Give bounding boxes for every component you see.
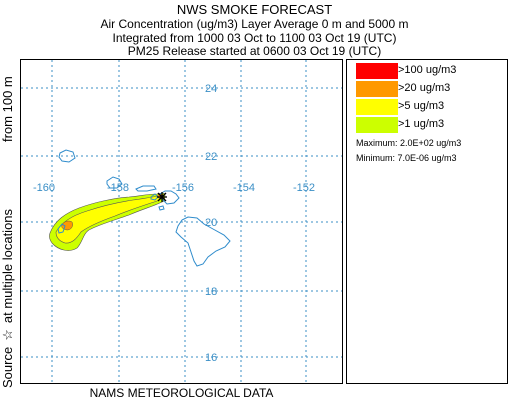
coast-oahu [106,176,123,189]
integration-period: Integrated from 1000 03 Oct to 1100 03 O… [112,31,397,45]
lat-label-18: 18 [205,286,217,298]
lat-label-20: 20 [205,217,217,229]
release-height-label: from 100 m [0,76,15,142]
legend-panel: >100 ug/m3 >20 ug/m3 >5 ug/m3 >1 ug/m3 M… [346,59,508,384]
map-panel: -160 -158 -156 -154 -152 24 22 20 18 16 [20,59,343,384]
legend-swatch-gt20 [356,81,398,97]
map-title: NWS SMOKE FORECAST [176,2,333,17]
coast-lanai [150,193,159,201]
source-label: Source [0,346,15,388]
lon-label-160: -160 [33,182,55,194]
meteorological-data-label: NAMS METEOROLOGICAL DATA [89,386,274,400]
lat-label-22: 22 [205,151,217,163]
coast-kahoolawe [158,205,165,211]
release-info: PM25 Release started at 0600 03 Oct 19 (… [127,44,382,58]
concentration-subtitle: Air Concentration (ug/m3) Layer Average … [100,17,409,31]
legend-swatch-gt100 [356,63,398,79]
minimum-value: Minimum: 7.0E-06 ug/m3 [356,153,457,163]
legend-label-gt5: >5 ug/m3 [398,100,445,112]
lon-label-156: -156 [172,182,194,194]
lon-label-158: -158 [107,182,129,194]
coast-kauai [58,149,76,163]
coast-big-island [175,216,231,267]
plume-contour-gt5 [55,195,162,244]
coast-molokai [135,185,157,192]
lat-lon-grid [21,60,342,383]
lon-label-152: -152 [293,182,315,194]
legend-swatch-gt1 [356,117,398,133]
star-icon: ☆ [0,329,15,341]
smoke-map: -160 -158 -156 -154 -152 24 22 20 18 16 [21,60,342,383]
lon-label-154: -154 [233,182,255,194]
legend-swatch-gt5 [356,99,398,115]
multiple-locations-label: at multiple locations [0,208,15,324]
lat-label-24: 24 [205,83,217,95]
island-coastlines [57,149,231,267]
legend-label-gt20: >20 ug/m3 [398,82,451,94]
source-star-icon [157,192,167,202]
legend-label-gt100: >100 ug/m3 [398,64,457,76]
coast-maui [159,190,180,205]
coast-niihau [57,223,66,234]
lat-label-16: 16 [205,352,217,364]
legend-label-gt1: >1 ug/m3 [398,118,445,130]
maximum-value: Maximum: 2.0E+02 ug/m3 [356,138,462,148]
